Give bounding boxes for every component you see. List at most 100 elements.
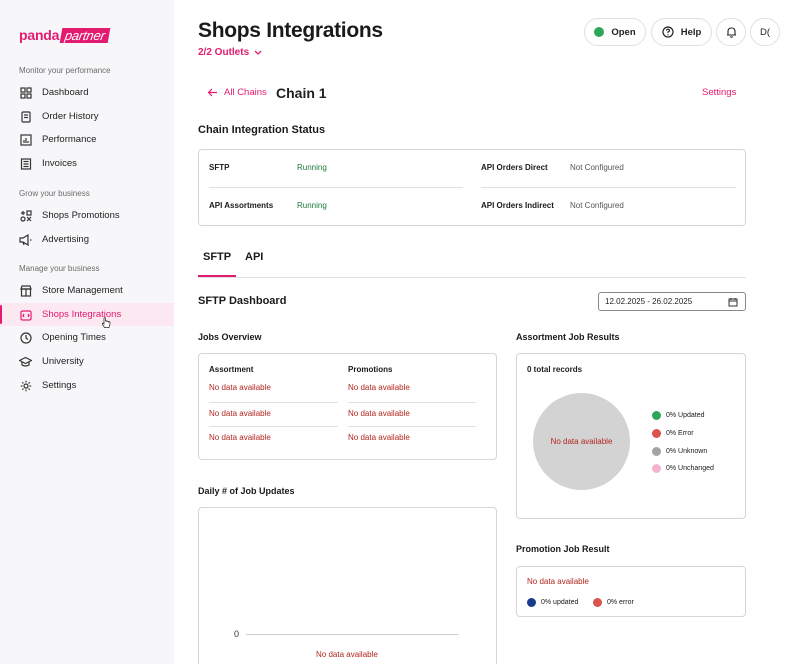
assortment-results-title: Assortment Job Results [516, 332, 620, 342]
jobs-overview-title: Jobs Overview [198, 332, 262, 342]
promotion-result-card: No data available 0% updated 0% error [516, 566, 746, 617]
outlets-label: 2/2 Outlets [198, 47, 250, 58]
sidebar-item-label: Order History [42, 111, 99, 122]
divider [209, 402, 338, 403]
calendar-icon [728, 298, 738, 307]
legend-label: 0% error [607, 599, 634, 606]
logo-panda: panda [19, 27, 60, 43]
sidebar-item-opening-times[interactable]: Opening Times [0, 326, 174, 349]
store-icon [19, 284, 32, 297]
sidebar-item-label: Dashboard [42, 87, 89, 98]
no-data-text: No data available [209, 409, 271, 418]
sidebar: panda partner Monitor your performance D… [0, 0, 174, 664]
legend-unchanged: 0% Unchanged [652, 464, 714, 473]
sidebar-item-label: Opening Times [42, 332, 106, 343]
tabs-divider [198, 277, 746, 278]
help-label: Help [680, 26, 702, 38]
notifications-button[interactable] [716, 18, 746, 46]
no-data-text: No data available [316, 650, 378, 659]
sidebar-item-store-management[interactable]: Store Management [0, 279, 174, 302]
divider [209, 426, 338, 427]
sidebar-item-label: Performance [42, 134, 97, 145]
chart-baseline [246, 634, 459, 635]
legend-label: 0% Updated [666, 412, 705, 419]
legend-label: 0% Unchanged [666, 465, 714, 472]
legend-label: 0% Error [666, 430, 694, 437]
sidebar-item-shops-promotions[interactable]: Shops Promotions [0, 204, 174, 227]
assortment-header: Assortment [209, 365, 254, 374]
status-label-api-assortments: API Assortments [209, 201, 274, 210]
logo-partner: partner [59, 27, 111, 43]
promotions-header: Promotions [348, 365, 393, 374]
status-label-api-orders-direct: API Orders Direct [481, 163, 548, 172]
chart-icon [19, 133, 32, 146]
assortment-pie-chart: No data available [533, 393, 630, 490]
integration-icon [19, 308, 32, 321]
sidebar-item-invoices[interactable]: Invoices [0, 152, 174, 175]
sidebar-item-performance[interactable]: Performance [0, 128, 174, 151]
promo-icon [19, 209, 32, 222]
legend-label: 0% updated [541, 599, 579, 606]
sidebar-item-order-history[interactable]: Order History [0, 105, 174, 128]
legend-dot-icon [652, 464, 661, 473]
status-button[interactable]: Open [584, 18, 646, 46]
tab-api[interactable]: API [245, 251, 264, 263]
date-range-input[interactable]: 12.02.2025 - 26.02.2025 [598, 292, 746, 311]
legend-dot-icon [652, 411, 661, 420]
sidebar-item-dashboard[interactable]: Dashboard [0, 81, 174, 104]
sidebar-item-advertising[interactable]: Advertising [0, 228, 174, 251]
divider [348, 402, 476, 403]
legend-label: 0% Unknown [666, 448, 708, 455]
divider [209, 187, 463, 188]
divider [481, 187, 736, 188]
logo[interactable]: panda partner [19, 27, 111, 43]
megaphone-icon [19, 233, 32, 246]
integration-status-title: Chain Integration Status [198, 124, 326, 136]
sidebar-item-label: University [42, 356, 84, 367]
hand-cursor-icon [101, 317, 111, 328]
sidebar-item-label: Settings [42, 380, 77, 391]
sidebar-item-label: Shops Promotions [42, 210, 120, 221]
sidebar-item-label: Store Management [42, 285, 123, 296]
chain-title: Chain 1 [276, 85, 327, 101]
no-data-text: No data available [209, 433, 271, 442]
sidebar-item-label: Advertising [42, 234, 89, 245]
sidebar-item-label: Shops Integrations [42, 309, 122, 320]
invoice-icon [19, 157, 32, 170]
status-label: Open [611, 26, 636, 38]
divider [348, 426, 476, 427]
graduation-cap-icon [19, 355, 32, 368]
no-data-text: No data available [348, 433, 410, 442]
legend-dot-icon [652, 429, 661, 438]
sidebar-item-settings[interactable]: Settings [0, 374, 174, 397]
avatar-button[interactable]: D( [750, 18, 780, 46]
status-dot-icon [594, 27, 605, 37]
sidebar-item-university[interactable]: University [0, 350, 174, 373]
jobs-overview-card: Assortment Promotions No data available … [198, 353, 497, 460]
grid-icon [19, 86, 32, 99]
avatar: D( [759, 26, 771, 38]
back-to-chains-link[interactable]: All Chains [207, 87, 267, 98]
sidebar-item-label: Invoices [42, 158, 77, 169]
section-monitor: Monitor your performance [19, 66, 111, 75]
legend-dot-icon [527, 598, 536, 607]
chain-settings-link[interactable]: Settings [702, 87, 737, 98]
active-tab-indicator [198, 275, 236, 277]
tab-sftp[interactable]: SFTP [203, 251, 232, 263]
section-manage: Manage your business [19, 264, 100, 273]
no-data-text: No data available [348, 383, 410, 392]
status-label-sftp: SFTP [209, 163, 230, 172]
dashboard-title: SFTP Dashboard [198, 295, 287, 307]
legend-dot-icon [652, 447, 661, 456]
outlets-dropdown[interactable]: 2/2 Outlets [198, 47, 262, 58]
section-grow: Grow your business [19, 189, 90, 198]
promotion-result-title: Promotion Job Result [516, 544, 610, 554]
help-button[interactable]: Help [651, 18, 712, 46]
legend-dot-icon [593, 598, 602, 607]
status-value-api-orders-direct: Not Configured [570, 163, 624, 172]
pie-no-data: No data available [550, 437, 613, 446]
clock-icon [19, 331, 32, 344]
legend-promo-updated: 0% updated [527, 598, 578, 607]
sidebar-item-shops-integrations[interactable]: Shops Integrations [0, 303, 174, 326]
no-data-text: No data available [527, 577, 589, 586]
